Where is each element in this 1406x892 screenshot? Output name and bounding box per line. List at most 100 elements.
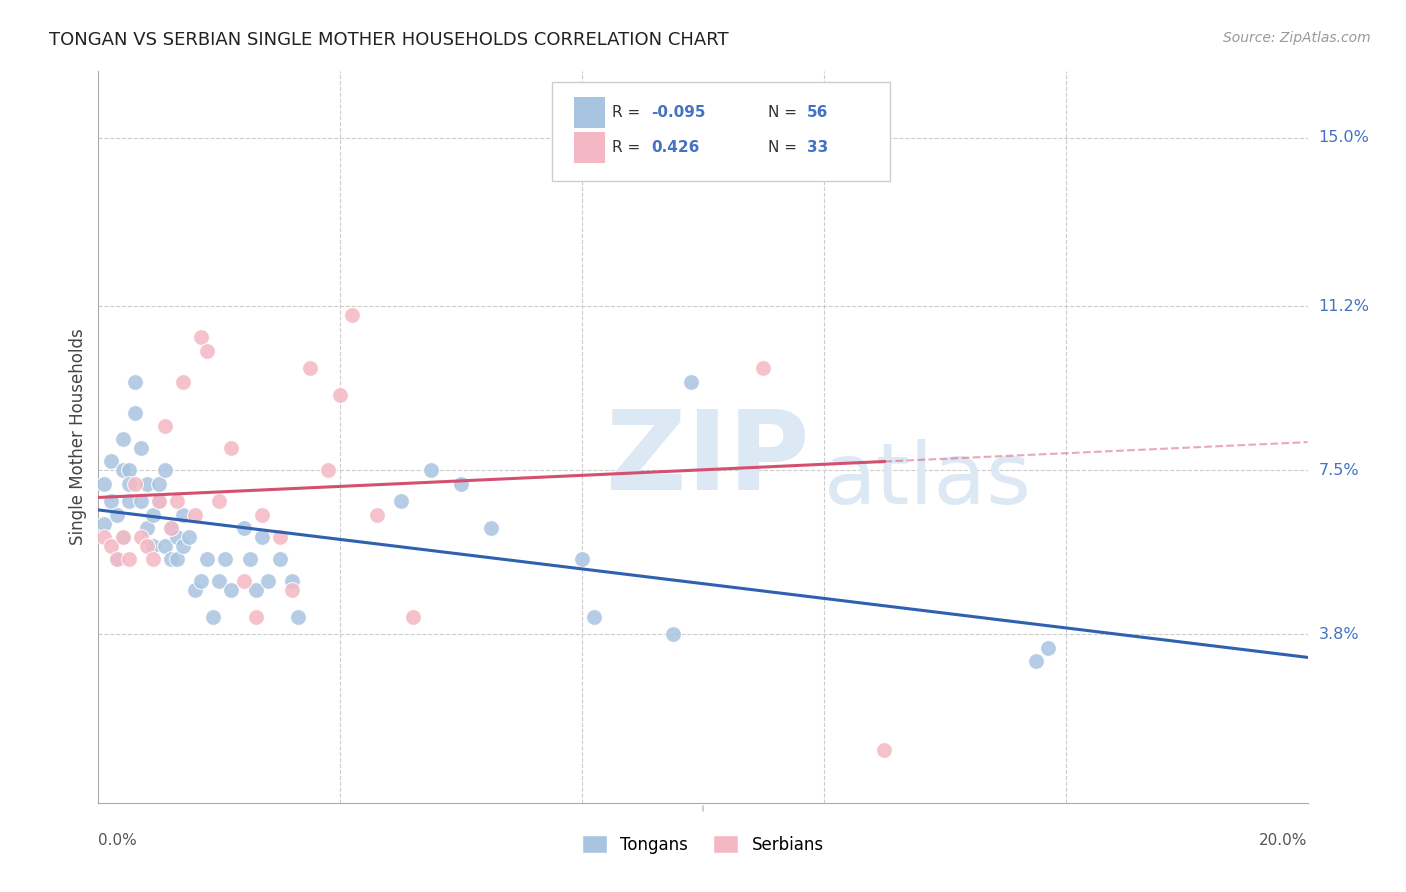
- Point: [366, 508, 388, 522]
- Point: [661, 627, 683, 641]
- Point: [329, 388, 352, 402]
- Text: 7.5%: 7.5%: [1319, 463, 1360, 478]
- Text: 0.426: 0.426: [651, 140, 699, 155]
- Point: [135, 539, 157, 553]
- Point: [269, 530, 291, 544]
- Point: [160, 521, 183, 535]
- Point: [195, 343, 218, 358]
- Point: [142, 552, 165, 566]
- Point: [105, 552, 128, 566]
- Text: 3.8%: 3.8%: [1319, 627, 1360, 642]
- Point: [873, 742, 896, 756]
- Point: [402, 609, 425, 624]
- Point: [118, 463, 141, 477]
- Point: [160, 552, 183, 566]
- Point: [245, 609, 267, 624]
- Point: [299, 361, 322, 376]
- Point: [184, 582, 207, 597]
- Point: [281, 582, 304, 597]
- Text: ZIP: ZIP: [606, 406, 810, 513]
- Point: [93, 530, 115, 544]
- Point: [172, 375, 194, 389]
- Point: [450, 476, 472, 491]
- Point: [135, 476, 157, 491]
- Point: [752, 361, 775, 376]
- Point: [190, 330, 212, 344]
- Point: [153, 539, 176, 553]
- Point: [124, 375, 146, 389]
- Legend: Tongans, Serbians: Tongans, Serbians: [575, 829, 831, 860]
- Point: [214, 552, 236, 566]
- Point: [389, 494, 412, 508]
- FancyBboxPatch shape: [574, 97, 605, 128]
- Point: [287, 609, 309, 624]
- Text: TONGAN VS SERBIAN SINGLE MOTHER HOUSEHOLDS CORRELATION CHART: TONGAN VS SERBIAN SINGLE MOTHER HOUSEHOL…: [49, 31, 728, 49]
- Point: [184, 508, 207, 522]
- Point: [148, 476, 170, 491]
- Point: [190, 574, 212, 589]
- Point: [129, 441, 152, 455]
- Point: [105, 552, 128, 566]
- Text: 11.2%: 11.2%: [1319, 299, 1369, 314]
- Point: [583, 609, 606, 624]
- Point: [208, 574, 231, 589]
- Point: [135, 521, 157, 535]
- Point: [111, 432, 134, 446]
- Point: [166, 552, 188, 566]
- Point: [93, 476, 115, 491]
- Point: [111, 530, 134, 544]
- Point: [148, 494, 170, 508]
- Point: [166, 530, 188, 544]
- Point: [342, 308, 364, 322]
- Y-axis label: Single Mother Households: Single Mother Households: [69, 329, 87, 545]
- Point: [100, 494, 122, 508]
- Point: [172, 539, 194, 553]
- Text: 33: 33: [807, 140, 828, 155]
- Point: [179, 530, 201, 544]
- Point: [239, 552, 262, 566]
- Point: [281, 574, 304, 589]
- Point: [571, 552, 593, 566]
- Point: [129, 530, 152, 544]
- Text: 56: 56: [807, 105, 828, 120]
- Text: atlas: atlas: [824, 440, 1032, 523]
- Point: [124, 406, 146, 420]
- Point: [195, 552, 218, 566]
- Point: [221, 582, 243, 597]
- Text: R =: R =: [613, 140, 645, 155]
- Point: [250, 530, 273, 544]
- Text: 15.0%: 15.0%: [1319, 130, 1369, 145]
- Point: [153, 419, 176, 434]
- Point: [142, 539, 165, 553]
- Point: [232, 521, 254, 535]
- Point: [420, 463, 443, 477]
- Point: [1036, 640, 1059, 655]
- Point: [111, 530, 134, 544]
- FancyBboxPatch shape: [551, 82, 890, 181]
- Point: [142, 508, 165, 522]
- Point: [111, 463, 134, 477]
- Point: [118, 552, 141, 566]
- Point: [153, 463, 176, 477]
- FancyBboxPatch shape: [574, 132, 605, 163]
- Text: Source: ZipAtlas.com: Source: ZipAtlas.com: [1223, 31, 1371, 45]
- Point: [250, 508, 273, 522]
- Point: [679, 375, 702, 389]
- Text: 20.0%: 20.0%: [1260, 833, 1308, 848]
- Point: [208, 494, 231, 508]
- Point: [245, 582, 267, 597]
- Point: [100, 539, 122, 553]
- Point: [1024, 654, 1046, 668]
- Point: [232, 574, 254, 589]
- Text: -0.095: -0.095: [651, 105, 706, 120]
- Point: [256, 574, 278, 589]
- Point: [100, 454, 122, 468]
- Point: [166, 494, 188, 508]
- Point: [129, 494, 152, 508]
- Point: [148, 494, 170, 508]
- Point: [481, 521, 503, 535]
- Point: [160, 521, 183, 535]
- Text: N =: N =: [768, 140, 803, 155]
- Point: [221, 441, 243, 455]
- Point: [172, 508, 194, 522]
